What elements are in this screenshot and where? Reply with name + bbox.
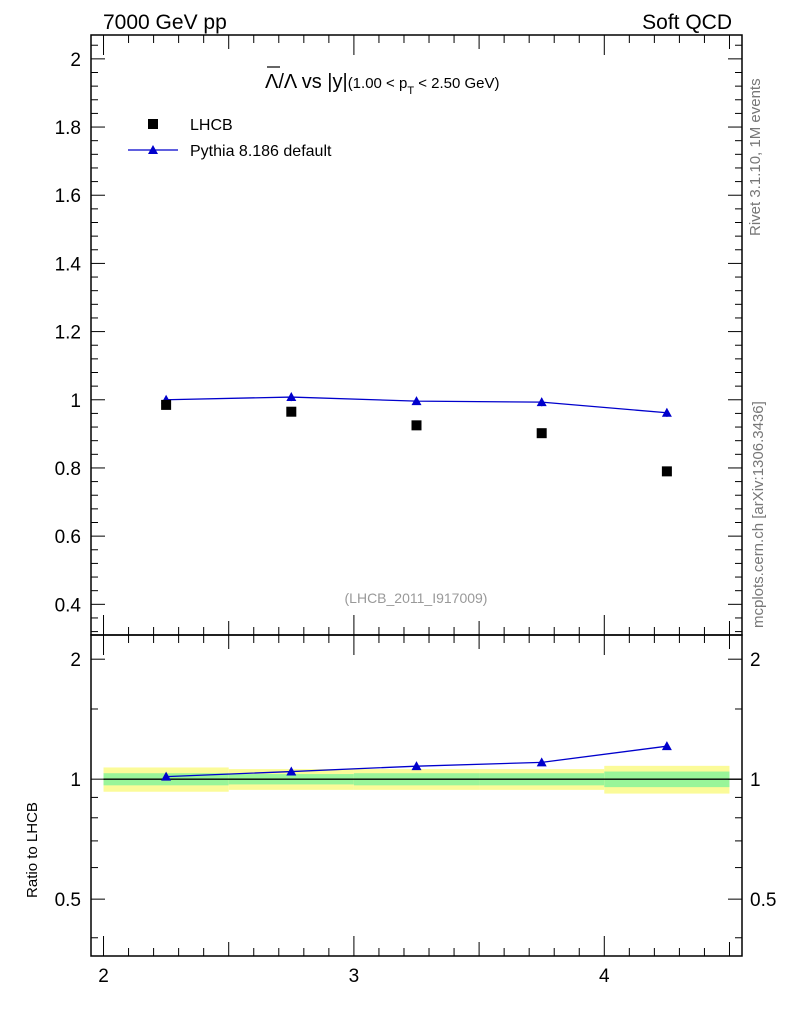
ratio-y-tick-label-left: 0.5 (55, 890, 81, 911)
x-tick-label: 3 (349, 966, 360, 987)
main-y-tick-label: 1 (70, 391, 81, 412)
ratio-y-tick-label-right: 1 (750, 770, 761, 791)
header-left: 7000 GeV pp (103, 11, 227, 34)
lhcb-point (536, 428, 547, 439)
ratio-pythia-point (411, 761, 422, 771)
ratio-pythia-point (286, 766, 297, 776)
title-subscript: T (407, 85, 414, 97)
main-y-tick-label: 0.6 (55, 527, 81, 548)
pythia-point (536, 397, 547, 407)
x-tick-label: 4 (599, 966, 610, 987)
main-y-tick-label: 1.8 (55, 118, 81, 139)
lhcb-point (161, 399, 172, 410)
main-y-tick-label: 0.4 (55, 595, 82, 616)
side-label-rivet: Rivet 3.1.10, 1M events (747, 78, 764, 236)
main-y-tick-label: 2 (70, 50, 81, 71)
main-y-tick-label: 1.2 (55, 323, 81, 344)
ratio-y-tick-label-right: 0.5 (750, 890, 776, 911)
lhcb-point (286, 406, 297, 417)
svg-text:Λ/Λ vs |y|(1.00 < pT < 2.50 Ge: Λ/Λ vs |y|(1.00 < pT < 2.50 GeV) (265, 71, 500, 97)
lhcb-point (411, 420, 422, 431)
ratio-y-tick-label-left: 2 (70, 650, 81, 671)
main-y-tick-label: 1.6 (55, 186, 81, 207)
side-label-source: mcplots.cern.ch [arXiv:1306.3436] (750, 401, 767, 628)
legend-marker-pythia (148, 145, 158, 154)
pythia-point (286, 392, 297, 402)
x-tick-label: 2 (98, 966, 109, 987)
main-y-tick-label: 1.4 (55, 254, 82, 275)
analysis-watermark: (LHCB_2011_I917009) (345, 590, 488, 606)
ratio-y-axis-label: Ratio to LHCB (24, 802, 41, 898)
main-plot-frame (90, 34, 743, 636)
pythia-point (411, 396, 422, 406)
ratio-pythia-point (161, 771, 172, 781)
lhcb-point (661, 466, 672, 477)
legend-marker-lhcb (148, 119, 158, 129)
ratio-y-tick-label-left: 1 (70, 770, 81, 791)
title-main: Λ/Λ vs |y| (265, 71, 348, 93)
legend-label-lhcb: LHCB (190, 117, 233, 134)
pythia-point (661, 407, 672, 417)
legend-label-pythia: Pythia 8.186 default (190, 143, 332, 160)
title-tail: < 2.50 GeV) (414, 75, 499, 92)
ratio-y-tick-label-right: 2 (750, 650, 761, 671)
title-range: (1.00 < p (348, 75, 408, 92)
plot-title: Λ/Λ vs |y|(1.00 < pT < 2.50 GeV) (265, 66, 500, 97)
main-y-tick-label: 0.8 (55, 459, 81, 480)
ratio-pythia-point (661, 741, 672, 751)
legend: LHCB Pythia 8.186 default (128, 117, 332, 160)
header-right: Soft QCD (642, 11, 732, 34)
ratio-plot-frame (90, 634, 743, 957)
ratio-pythia-point (536, 757, 547, 767)
